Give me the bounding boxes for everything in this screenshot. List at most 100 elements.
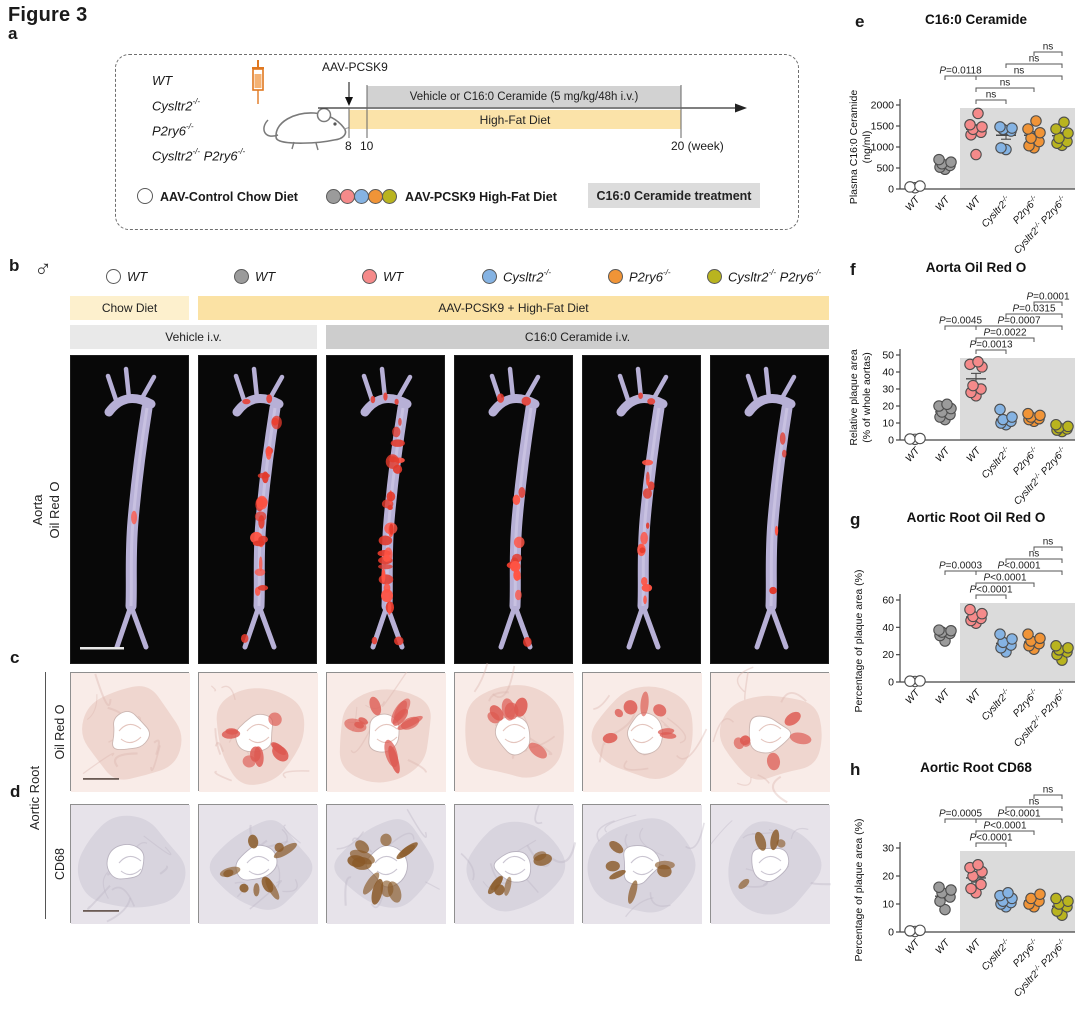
group-label-wt-chow: WT [127, 269, 148, 284]
aav-pcsk9-legend-label: AAV-PCSK9 High-Fat Diet [405, 190, 557, 204]
root-cd68-image-wt-chow [70, 804, 190, 924]
svg-text:0: 0 [888, 677, 894, 689]
root-oro-image-p2ry6 [582, 672, 708, 792]
root-cd68-image-cysltr2 [454, 804, 577, 924]
group-label-wt-ceramide: WT [383, 269, 404, 284]
group-circle-wt-vehicle [234, 269, 249, 284]
panel-g-letter: g [850, 510, 861, 529]
week-20-tick: 20 (week) [671, 139, 724, 153]
chart-c16-ceramide: C16:0 Ceramide 0 500 1000 1500 2000 Plasma C16… [848, 12, 1075, 256]
panel-e-letter: e [855, 12, 865, 31]
chart-root-cd68: Aortic Root CD68 0 10 20 30 Percentage of pla… [853, 760, 1075, 999]
svg-text:P=0.0013: P=0.0013 [969, 340, 1013, 351]
hfd-group-circle [326, 189, 341, 204]
svg-text:50: 50 [882, 350, 894, 362]
svg-text:Cysltr2-/-​: Cysltr2-/-​ [979, 445, 1013, 481]
group-label-wt-vehicle: WT [255, 269, 276, 284]
svg-text:WT: WT [965, 445, 984, 465]
ceramide-treatment-badge-label: C16:0 Ceramide treatment [596, 188, 752, 203]
aorta-image-wt-ceramide [326, 355, 445, 664]
svg-text:2000: 2000 [871, 100, 895, 112]
chow-group-circle [137, 188, 153, 204]
figure-title: Figure 3 [8, 4, 88, 26]
genotype-p2ry6: P2ry6-/- [152, 122, 194, 139]
vehicle-iv-bar: Vehicle i.v. [70, 325, 317, 349]
root-oro-image-double-ko [710, 666, 830, 804]
svg-text:40: 40 [882, 367, 894, 379]
svg-text:(% of whole aortas): (% of whole aortas) [861, 352, 873, 442]
svg-text:ns: ns [1043, 537, 1054, 548]
cd68-row-label: CD68 [53, 848, 67, 880]
svg-text:P<0.0001: P<0.0001 [997, 561, 1041, 572]
root-cd68-image-wt-ceramide [326, 804, 446, 924]
svg-text:30: 30 [882, 843, 894, 855]
svg-text:P=0.0005: P=0.0005 [939, 809, 983, 820]
svg-text:Cysltr2-/-​: Cysltr2-/-​ [979, 194, 1013, 230]
svg-text:P=0.0022: P=0.0022 [983, 328, 1027, 339]
svg-text:Percentage of plaque area (%): Percentage of plaque area (%) [853, 818, 865, 961]
svg-text:P=0.0001: P=0.0001 [1026, 292, 1070, 303]
svg-text:P<0.0001: P<0.0001 [997, 809, 1041, 820]
root-cd68-image-wt-vehicle [198, 804, 318, 924]
aorta-row-label-line2: Oil Red O [47, 481, 62, 539]
svg-text:P=0.0045: P=0.0045 [939, 316, 983, 327]
aav-control-legend-label: AAV-Control Chow Diet [160, 190, 298, 204]
svg-text:WT: WT [904, 445, 923, 465]
hfd-group-circle [340, 189, 355, 204]
aav-hfd-bar: AAV-PCSK9 + High-Fat Diet [198, 296, 829, 320]
aorta-image-wt-vehicle [198, 355, 317, 664]
svg-text:WT: WT [965, 937, 984, 957]
svg-text:0: 0 [888, 184, 894, 196]
hfd-group-circle [382, 189, 397, 204]
svg-text:ns: ns [1043, 42, 1054, 53]
vehicle-iv-bar-label: Vehicle i.v. [165, 330, 222, 344]
group-circle-double-ko [707, 269, 722, 284]
svg-text:ns: ns [1029, 54, 1040, 65]
root-oro-image-wt-vehicle [198, 672, 318, 792]
svg-text:ns: ns [1029, 549, 1040, 560]
chart-root-oro: Aortic Root Oil Red O 0 20 40 60 Percentage o… [853, 510, 1075, 749]
aorta-image-cysltr2 [454, 355, 573, 664]
high-fat-diet-bar: High-Fat Diet [349, 110, 681, 129]
svg-text:WT: WT [934, 194, 953, 214]
svg-text:Aortic Root CD68: Aortic Root CD68 [920, 760, 1032, 775]
panel-a-box [115, 54, 799, 230]
svg-text:P<0.0001: P<0.0001 [969, 833, 1013, 844]
svg-text:WT: WT [904, 937, 923, 957]
svg-text:ns: ns [1000, 78, 1011, 89]
oil-red-o-row-label: Oil Red O [53, 704, 67, 760]
aorta-row-label: Aorta Oil Red O [29, 430, 65, 590]
week-10-tick: 10 [360, 139, 374, 153]
root-oro-image-wt-ceramide [326, 671, 446, 792]
svg-text:P=0.0003: P=0.0003 [939, 561, 983, 572]
svg-text:WT: WT [904, 194, 923, 214]
svg-text:WT: WT [965, 687, 984, 707]
aav-pcsk9-label: AAV-PCSK9 [322, 60, 388, 74]
svg-text:20: 20 [882, 649, 894, 661]
syringe-icon [252, 60, 264, 104]
panel-f-letter: f [850, 260, 856, 279]
svg-text:Cysltr2-/-​: Cysltr2-/-​ [979, 937, 1013, 973]
group-label-cysltr2: Cysltr2-/- [503, 268, 552, 285]
panel-d-letter: d [10, 782, 21, 801]
svg-text:WT: WT [934, 937, 953, 957]
aortic-root-bracket-line [45, 672, 47, 919]
svg-text:10: 10 [882, 899, 894, 911]
svg-text:P=0.0007: P=0.0007 [997, 316, 1041, 327]
svg-text:WT: WT [904, 687, 923, 707]
aorta-image-wt-chow [70, 355, 189, 664]
root-oro-image-cysltr2 [454, 663, 574, 792]
svg-text:P<0.0001: P<0.0001 [983, 573, 1027, 584]
svg-text:WT: WT [965, 194, 984, 214]
group-label-p2ry6: P2ry6-/- [629, 268, 671, 285]
svg-text:1000: 1000 [871, 142, 895, 154]
aorta-row-label-line1: Aorta [30, 494, 45, 526]
aortic-root-label: Aortic Root [27, 765, 42, 831]
male-symbol: ♂ [34, 256, 52, 283]
ceramide-iv-bar: C16:0 Ceramide i.v. [326, 325, 829, 349]
svg-text:500: 500 [876, 163, 894, 175]
high-fat-diet-bar-label: High-Fat Diet [479, 112, 551, 127]
svg-text:WT: WT [934, 687, 953, 707]
svg-text:60: 60 [882, 595, 894, 607]
